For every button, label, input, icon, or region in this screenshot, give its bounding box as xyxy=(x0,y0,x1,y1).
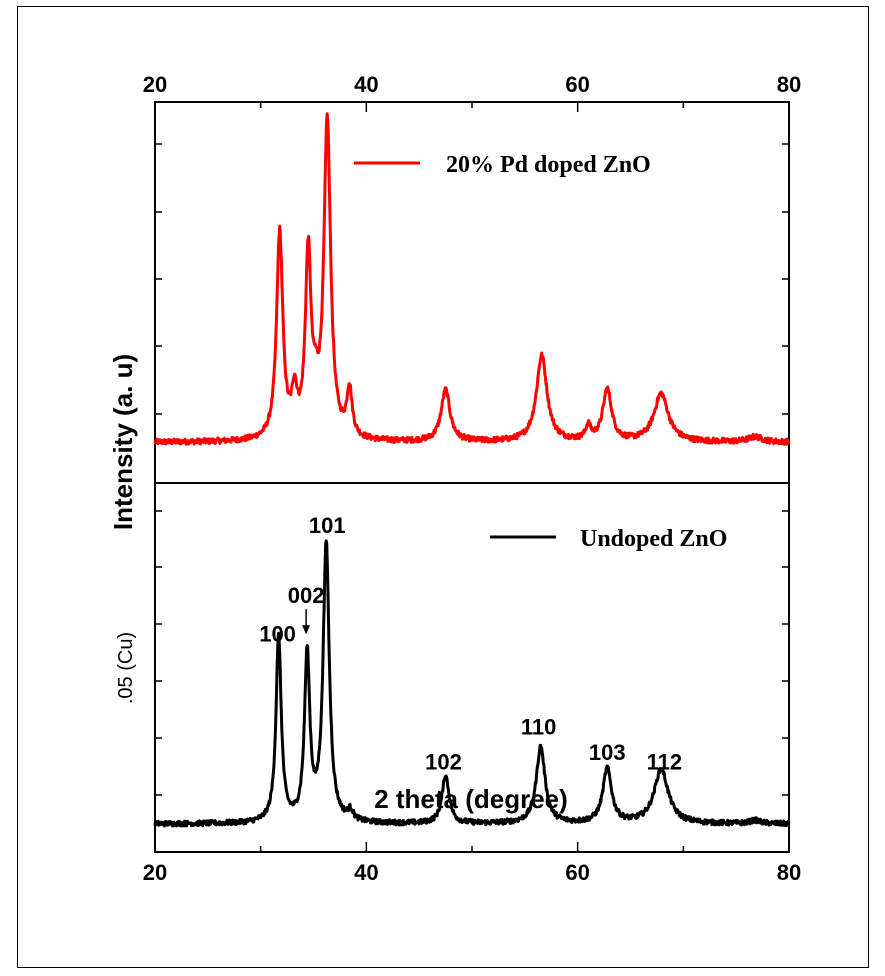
x-tick-label-bottom: 80 xyxy=(777,860,801,885)
peak-label-103: 103 xyxy=(589,740,626,765)
series-line-bottom xyxy=(153,539,791,828)
x-tick-label-bottom: 40 xyxy=(354,860,378,885)
x-tick-label-top: 80 xyxy=(777,72,801,97)
series-layer xyxy=(153,112,791,828)
top-legend-label: 20% Pd doped ZnO xyxy=(446,152,651,178)
peak-label-002: 002 xyxy=(288,583,325,608)
x-tick-label-bottom: 60 xyxy=(565,860,589,885)
peak-label-101: 101 xyxy=(309,513,346,538)
ticks-layer xyxy=(154,101,790,853)
stray-y-label: .05 (Cu) xyxy=(115,632,137,704)
x-tick-label-top: 60 xyxy=(565,72,589,97)
peak-label-112: 112 xyxy=(647,750,683,775)
series-line-top xyxy=(153,112,791,446)
x-tick-label-top: 20 xyxy=(143,72,167,97)
x-axis-title: 2 theta (degree) xyxy=(374,784,568,814)
x-tick-label-top: 40 xyxy=(354,72,378,97)
figure-frame xyxy=(17,6,869,968)
peak-label-100: 100 xyxy=(259,622,296,647)
peak-label-102: 102 xyxy=(425,750,462,775)
peak-label-110: 110 xyxy=(521,714,557,739)
text-layer: 2 theta (degree) Intensity (a. u) .05 (C… xyxy=(108,72,801,885)
plot-frame xyxy=(154,101,790,853)
bottom-legend-label: Undoped ZnO xyxy=(580,526,727,552)
y-axis-title: Intensity (a. u) xyxy=(108,354,138,530)
x-tick-label-bottom: 20 xyxy=(143,860,167,885)
peak-arrow-head xyxy=(302,625,311,635)
